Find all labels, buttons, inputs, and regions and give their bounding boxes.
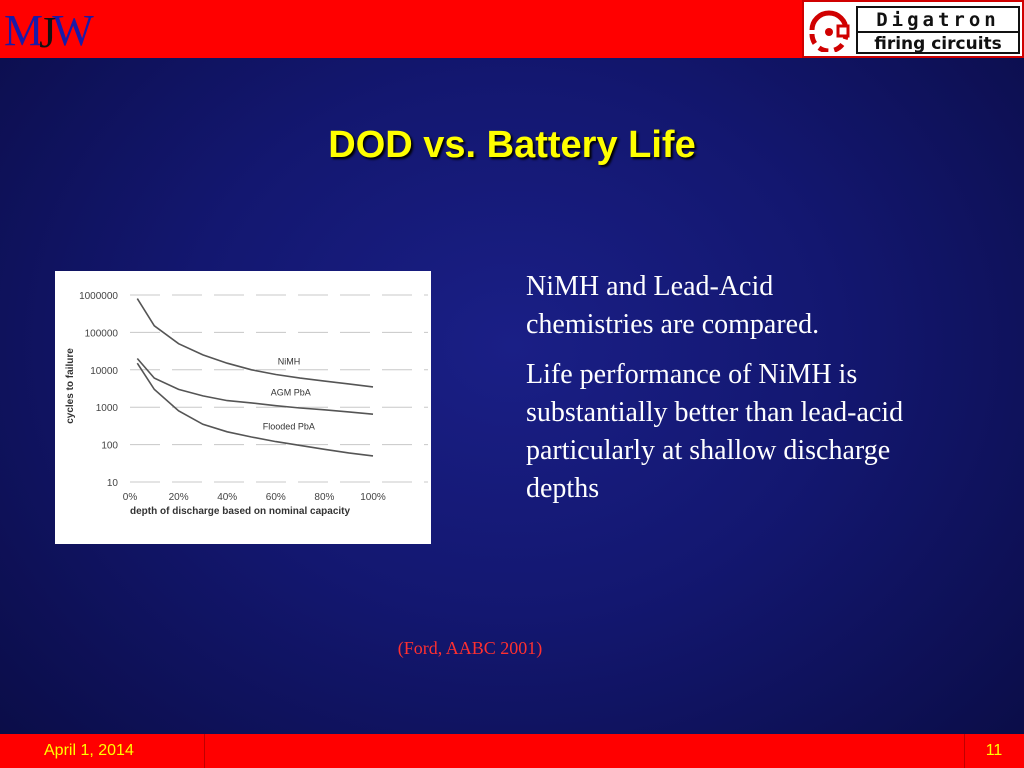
x-tick-label: 40% (217, 492, 237, 503)
series-line (136, 357, 374, 415)
series-line (136, 362, 374, 457)
x-tick-label: 80% (314, 492, 334, 503)
y-tick-label: 10000 (90, 366, 118, 377)
logo-letter-m: M (4, 6, 43, 55)
series-label: Flooded PbA (263, 422, 315, 432)
digatron-mark-icon (809, 10, 850, 52)
footer-divider (964, 734, 965, 768)
x-axis-label: depth of discharge based on nominal capa… (130, 506, 350, 517)
x-tick-label: 100% (360, 492, 386, 503)
series-label: NiMH (278, 356, 301, 366)
logo-letter-j: J (39, 8, 56, 57)
page-number: 11 (985, 742, 1003, 759)
digatron-tagline: firing circuits (858, 31, 1018, 54)
footer-date: April 1, 2014 (44, 742, 134, 759)
footer-bar: April 1, 2014 11 (0, 734, 1024, 768)
body-text: NiMH and Lead-Acid chemistries are compa… (526, 268, 906, 520)
digatron-name-box: Digatron firing circuits (856, 6, 1020, 54)
paragraph-1: NiMH and Lead-Acid chemistries are compa… (526, 271, 820, 340)
x-tick-label: 60% (266, 492, 286, 503)
x-tick-label: 20% (169, 492, 189, 503)
citation: (Ford, AABC 2001) (397, 638, 543, 658)
logo-letter-w: W (52, 6, 93, 55)
paragraph-2: Life performance of NiMH is substantiall… (526, 359, 904, 504)
x-tick-label: 0% (123, 492, 138, 503)
mjw-logo: MJW (4, 6, 94, 57)
header-bar: MJW Digatron firing circuits (0, 0, 1024, 58)
y-axis-label: cycles to failure (65, 348, 76, 424)
series-label: AGM PbA (271, 388, 311, 398)
y-tick-label: 100 (101, 441, 118, 452)
y-tick-label: 1000 (96, 403, 119, 414)
digatron-name: Digatron (876, 9, 1000, 31)
y-tick-label: 10 (107, 478, 119, 489)
y-tick-label: 1000000 (79, 291, 118, 302)
footer-divider (204, 734, 205, 768)
slide-title: DOD vs. Battery Life (328, 124, 696, 166)
chart-image: 1000000 100000 10000 1000 100 10 0% 20% 40% 60% 80… (55, 271, 431, 544)
y-tick-label: 100000 (85, 328, 119, 339)
series-line (136, 298, 374, 388)
digatron-logo: Digatron firing circuits (802, 0, 1024, 58)
